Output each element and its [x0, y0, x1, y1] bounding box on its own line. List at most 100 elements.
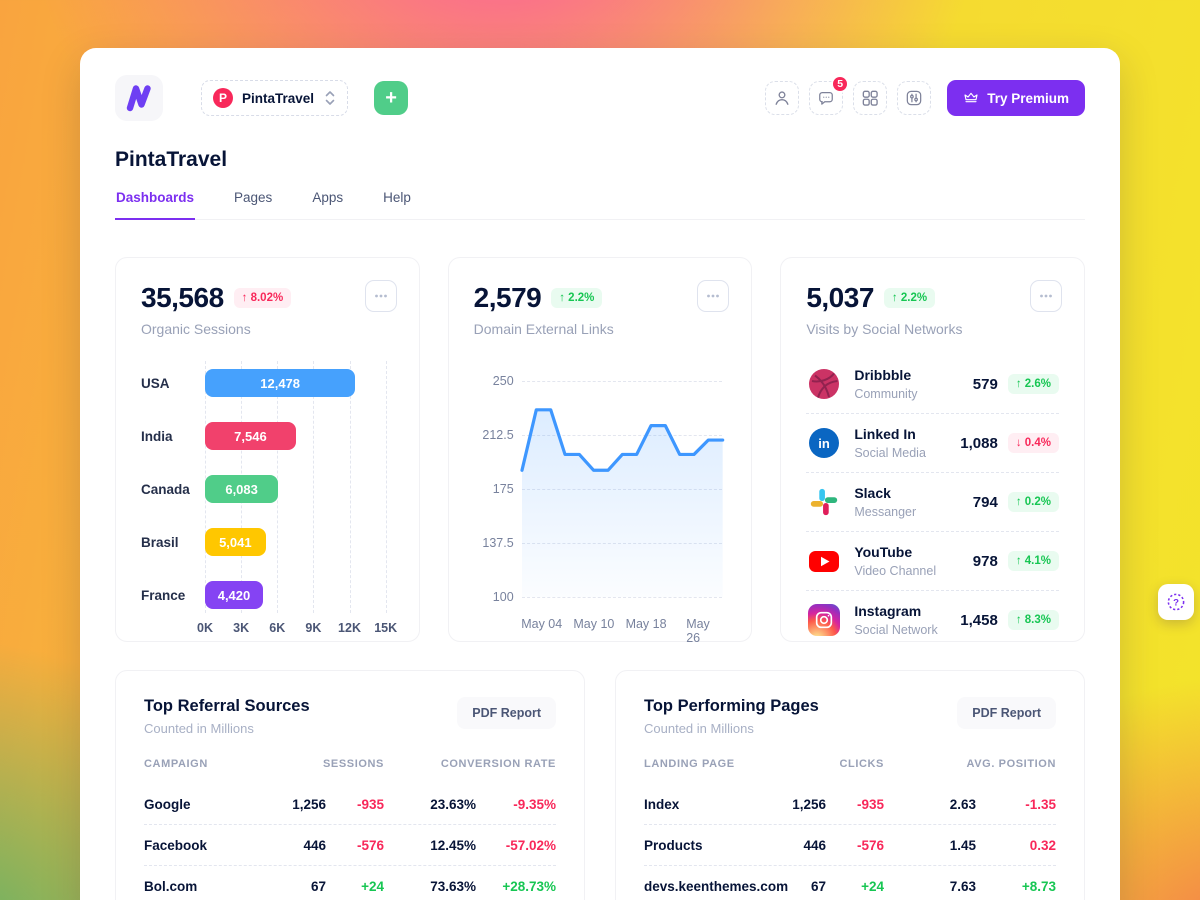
card-menu-button[interactable]	[364, 280, 397, 312]
organic-sessions-label: Organic Sessions	[141, 321, 251, 337]
help-button[interactable]: ?	[1158, 584, 1194, 620]
ellipsis-icon	[1040, 294, 1052, 298]
country-sessions-bar-chart: USA 12,478 India 7,546 Canada 6,083 Bras…	[141, 361, 397, 639]
table-row: Bol.com 67 +24 73.63% +28.73%	[144, 866, 556, 900]
card-menu-button[interactable]	[697, 280, 730, 312]
network-delta-badge: ↑ 4.1%	[1007, 551, 1059, 571]
bar-row: Canada 6,083	[141, 475, 394, 503]
table-header-row: CAMPAIGN SESSIONS CONVERSION RATE	[144, 758, 556, 770]
line-series-svg	[522, 381, 723, 597]
network-category: Messanger	[854, 504, 917, 519]
workspace-select[interactable]: P PintaTravel	[201, 80, 349, 116]
table-title: Top Referral Sources	[144, 697, 310, 715]
performing-pages-card: Top Performing Pages Counted in Millions…	[615, 670, 1085, 900]
bar-canada: 6,083	[205, 475, 279, 503]
bar-france: 4,420	[205, 581, 263, 609]
notification-badge: 5	[831, 75, 850, 93]
table-header-row: LANDING PAGE CLICKS AVG. POSITION	[644, 758, 1056, 770]
app-logo[interactable]	[115, 75, 163, 121]
social-network-list: Dribbble Community 579 ↑ 2.6% in Linked …	[806, 355, 1059, 649]
user-button[interactable]	[765, 81, 800, 115]
try-premium-button[interactable]: Try Premium	[947, 80, 1085, 116]
card-menu-button[interactable]	[1029, 280, 1062, 312]
network-delta-badge: ↑ 2.6%	[1007, 374, 1059, 394]
y-tick: 137.5	[482, 536, 514, 550]
network-name: YouTube	[854, 544, 913, 561]
ellipsis-icon	[707, 294, 720, 298]
workspace-brand-icon: P	[213, 88, 233, 108]
network-value: 978	[972, 552, 998, 570]
chevron-up-down-icon	[325, 91, 335, 105]
external-links-card: 2,579 ↑ 2.2% Domain External Links 250 2…	[447, 257, 753, 645]
network-value: 1,088	[960, 434, 998, 452]
tables-row: Top Referral Sources Counted in Millions…	[115, 670, 1085, 900]
bar-row: Brasil 5,041	[141, 528, 394, 556]
bar-category-label: France	[141, 587, 186, 603]
bar-india: 7,546	[205, 422, 296, 450]
organic-sessions-delta-badge: ↑ 8.02%	[233, 288, 292, 308]
list-item-linkedin: in Linked In Social Media 1,088 ↓ 0.4%	[806, 414, 1059, 473]
bar-category-label: India	[141, 428, 173, 444]
tab-help[interactable]: Help	[383, 190, 411, 205]
bar-row: USA 12,478	[141, 369, 394, 397]
external-links-area-chart: 250 212.5 175 137.5 100	[474, 373, 727, 645]
network-name: Dribbble	[854, 367, 912, 384]
youtube-icon	[806, 543, 842, 579]
pages-table: LANDING PAGE CLICKS AVG. POSITION Index …	[644, 758, 1056, 900]
social-visits-value: 5,037	[806, 282, 874, 313]
sliders-icon	[906, 90, 922, 106]
social-visits-card: 5,037 ↑ 2.2% Visits by Social Networks	[780, 257, 1085, 642]
network-name: Instagram	[854, 603, 922, 620]
instagram-icon	[806, 602, 842, 638]
tab-apps[interactable]: Apps	[312, 190, 344, 205]
network-name: Linked In	[854, 426, 916, 443]
referral-table: CAMPAIGN SESSIONS CONVERSION RATE Google…	[144, 758, 556, 900]
linkedin-icon: in	[806, 425, 842, 461]
y-tick: 250	[492, 374, 514, 388]
network-category: Video Channel	[854, 563, 937, 578]
external-links-label: Domain External Links	[473, 321, 614, 337]
table-title: Top Performing Pages	[644, 697, 819, 715]
add-workspace-button[interactable]: +	[374, 81, 409, 115]
external-links-value: 2,579	[473, 282, 542, 313]
network-category: Social Network	[854, 622, 938, 637]
pdf-report-button[interactable]: PDF Report	[957, 697, 1056, 729]
tab-dashboards[interactable]: Dashboards	[115, 190, 196, 220]
header-actions: 5 Try Premium	[765, 75, 1085, 116]
dribbble-icon	[806, 366, 842, 402]
social-visits-delta-badge: ↑ 2.2%	[883, 288, 936, 308]
svg-text:?: ?	[1173, 597, 1179, 608]
list-item-slack: Slack Messanger 794 ↑ 0.2%	[806, 473, 1059, 532]
network-delta-badge: ↑ 0.2%	[1007, 492, 1059, 512]
network-delta-badge: ↑ 8.3%	[1007, 610, 1059, 630]
user-icon	[775, 91, 789, 105]
network-category: Community	[854, 386, 918, 401]
bar-row: India 7,546	[141, 422, 394, 450]
network-name: Slack	[854, 485, 891, 502]
bar-brasil: 5,041	[205, 528, 266, 556]
bar-category-label: Brasil	[141, 534, 179, 550]
table-row: Google 1,256 -935 23.63% -9.35%	[144, 784, 556, 825]
table-row: devs.keenthemes.com 67 +24 7.63 +8.73	[644, 866, 1056, 900]
list-item-instagram: Instagram Social Network 1,458 ↑ 8.3%	[806, 591, 1059, 649]
preferences-button[interactable]	[897, 81, 932, 115]
organic-sessions-card: 35,568 ↑ 8.02% Organic Sessions USA	[115, 257, 420, 642]
network-value: 794	[972, 493, 998, 511]
pdf-report-button[interactable]: PDF Report	[457, 697, 556, 729]
list-item-youtube: YouTube Video Channel 978 ↑ 4.1%	[806, 532, 1059, 591]
help-icon: ?	[1167, 593, 1185, 611]
messages-button[interactable]: 5	[809, 75, 850, 115]
table-row: Index 1,256 -935 2.63 -1.35	[644, 784, 1056, 825]
social-visits-label: Visits by Social Networks	[806, 321, 963, 337]
crown-icon	[964, 92, 978, 103]
y-tick: 100	[492, 590, 514, 604]
premium-label: Try Premium	[987, 90, 1069, 106]
network-value: 579	[972, 375, 998, 393]
stat-cards-row: 35,568 ↑ 8.02% Organic Sessions USA	[115, 257, 1085, 645]
tab-pages[interactable]: Pages	[234, 190, 273, 205]
logo-mark-icon	[126, 85, 151, 112]
table-row: Products 446 -576 1.45 0.32	[644, 825, 1056, 866]
apps-grid-button[interactable]	[853, 81, 888, 115]
organic-sessions-value: 35,568	[141, 282, 224, 313]
bar-category-label: USA	[141, 375, 170, 391]
